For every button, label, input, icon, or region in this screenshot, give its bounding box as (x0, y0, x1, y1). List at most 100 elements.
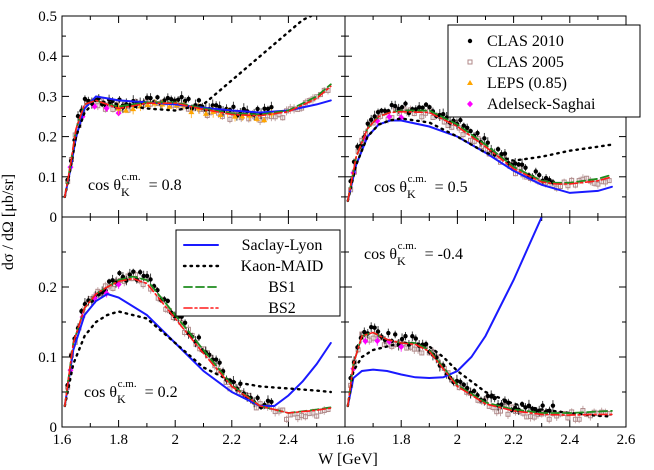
clas2010-point (155, 95, 160, 100)
clas2010-point (403, 333, 408, 339)
clas2010-point (137, 270, 143, 275)
clas2010-point (465, 125, 470, 131)
clas2010-point (417, 105, 422, 110)
x-tick-label: 2.2 (504, 432, 523, 448)
clas2010-point (399, 336, 405, 342)
data-legend: CLAS 2010 CLAS 2005 LEPS (0.85) Adelseck-Sa… (447, 24, 641, 118)
clas2010-point (458, 379, 463, 385)
leps-point (253, 115, 260, 121)
x-tick-label: 2.2 (222, 432, 241, 448)
clas2010-point (365, 121, 370, 126)
legend-bs1-label: BS1 (268, 279, 296, 296)
clas2010-point (265, 398, 271, 404)
plot-area (63, 268, 332, 423)
clas2010-point (530, 406, 535, 411)
clas2010-point (461, 382, 466, 387)
legend-leps-label: LEPS (0.85) (487, 75, 567, 92)
clas2010-point (485, 393, 490, 399)
clas2010-point (269, 399, 274, 405)
clas2010-point (265, 106, 271, 112)
clas2010-point (410, 334, 415, 339)
clas2005-point (227, 116, 233, 122)
clas2010-point (362, 329, 367, 335)
clas2010-point (485, 140, 490, 145)
leps-point (232, 113, 239, 119)
saclay-curve (63, 292, 332, 407)
clas2005-point (584, 175, 590, 181)
clas2010-point (117, 270, 122, 276)
clas2005-point (419, 114, 425, 120)
angle-annotation: cos θKc.m. = 0.5 (374, 173, 468, 201)
legend-maid-label: Kaon-MAID (241, 258, 324, 275)
y-tick-label: 0.4 (38, 49, 57, 65)
plot-area (346, 100, 614, 203)
legend-clas2005-label: CLAS 2005 (487, 54, 564, 71)
y-tick-label: 0.2 (38, 130, 57, 146)
x-tick-label: 1.6 (53, 432, 72, 448)
clas2010-point (269, 104, 274, 110)
clas2010-point (537, 172, 542, 178)
adelseck-point (103, 105, 110, 112)
clas2005-point (531, 414, 537, 420)
clas2005-point (565, 415, 571, 421)
x-tick-label: 1.6 (336, 432, 355, 448)
adelseck-point (398, 343, 405, 351)
legend-adelseck-marker (467, 100, 473, 108)
clas2010-point (75, 113, 81, 119)
clas2010-point (355, 144, 360, 149)
clas2010-point (82, 96, 88, 102)
bs2-curve (347, 331, 613, 416)
clas2010-point (492, 395, 497, 401)
saclay-curve (346, 217, 543, 407)
data-legend-box (447, 24, 641, 118)
leps-point (122, 107, 129, 113)
model-legend: Saclay-Lyon Kaon-MAID BS1 BS2 (175, 229, 341, 317)
clas2005-point (302, 414, 308, 420)
legend-bs2-label: BS2 (268, 300, 296, 317)
clas2010-point (372, 325, 377, 330)
clas2010-point (441, 111, 446, 117)
clas2005-point (140, 282, 146, 288)
bs2-curve (64, 85, 332, 198)
leps-point (144, 101, 151, 107)
clas2010-point (482, 136, 487, 141)
clas2005-point (110, 285, 116, 291)
clas2010-point (196, 98, 202, 103)
clas2010-point (196, 335, 202, 340)
clas2010-point (386, 330, 391, 336)
clas2010-point (165, 298, 171, 304)
clas2010-point (375, 109, 381, 115)
x-tick-label: 2 (171, 432, 179, 448)
clas2005-point (280, 115, 286, 121)
legend-leps-marker (467, 80, 473, 85)
clas2010-point (186, 96, 191, 102)
clas2005-point (505, 411, 511, 417)
y-tick-label: 0 (50, 210, 58, 226)
clas2005-point (606, 178, 612, 184)
leps-point (239, 113, 246, 119)
clas2005-point (370, 335, 376, 341)
clas2005-point (576, 416, 582, 422)
clas2010-point (217, 360, 222, 365)
clas2010-point (420, 105, 425, 110)
angle-annotation: cos θKc.m. = 0.8 (88, 171, 182, 199)
clas2005-point (419, 350, 425, 356)
y-tick-label: 0.3 (38, 89, 57, 105)
clas2010-point (382, 108, 388, 114)
clas2010-point (495, 147, 501, 152)
clas2010-point (399, 105, 405, 110)
bs2-curve (64, 277, 332, 414)
clas2010-point (543, 175, 549, 181)
clas2005-point (314, 413, 320, 419)
legend-adelseck-label: Adelseck-Saghai (487, 96, 596, 113)
clas2005-point (460, 132, 466, 138)
clas2005-point (253, 405, 259, 411)
x-tick-label: 1.8 (109, 432, 128, 448)
clas2010-point (502, 151, 508, 156)
adelseck-point (362, 337, 369, 345)
clas2010-point (162, 98, 167, 103)
angle-annotation: cos θKc.m. = 0.2 (84, 378, 178, 406)
clas2010-point (513, 161, 518, 166)
leps-point (217, 112, 224, 118)
